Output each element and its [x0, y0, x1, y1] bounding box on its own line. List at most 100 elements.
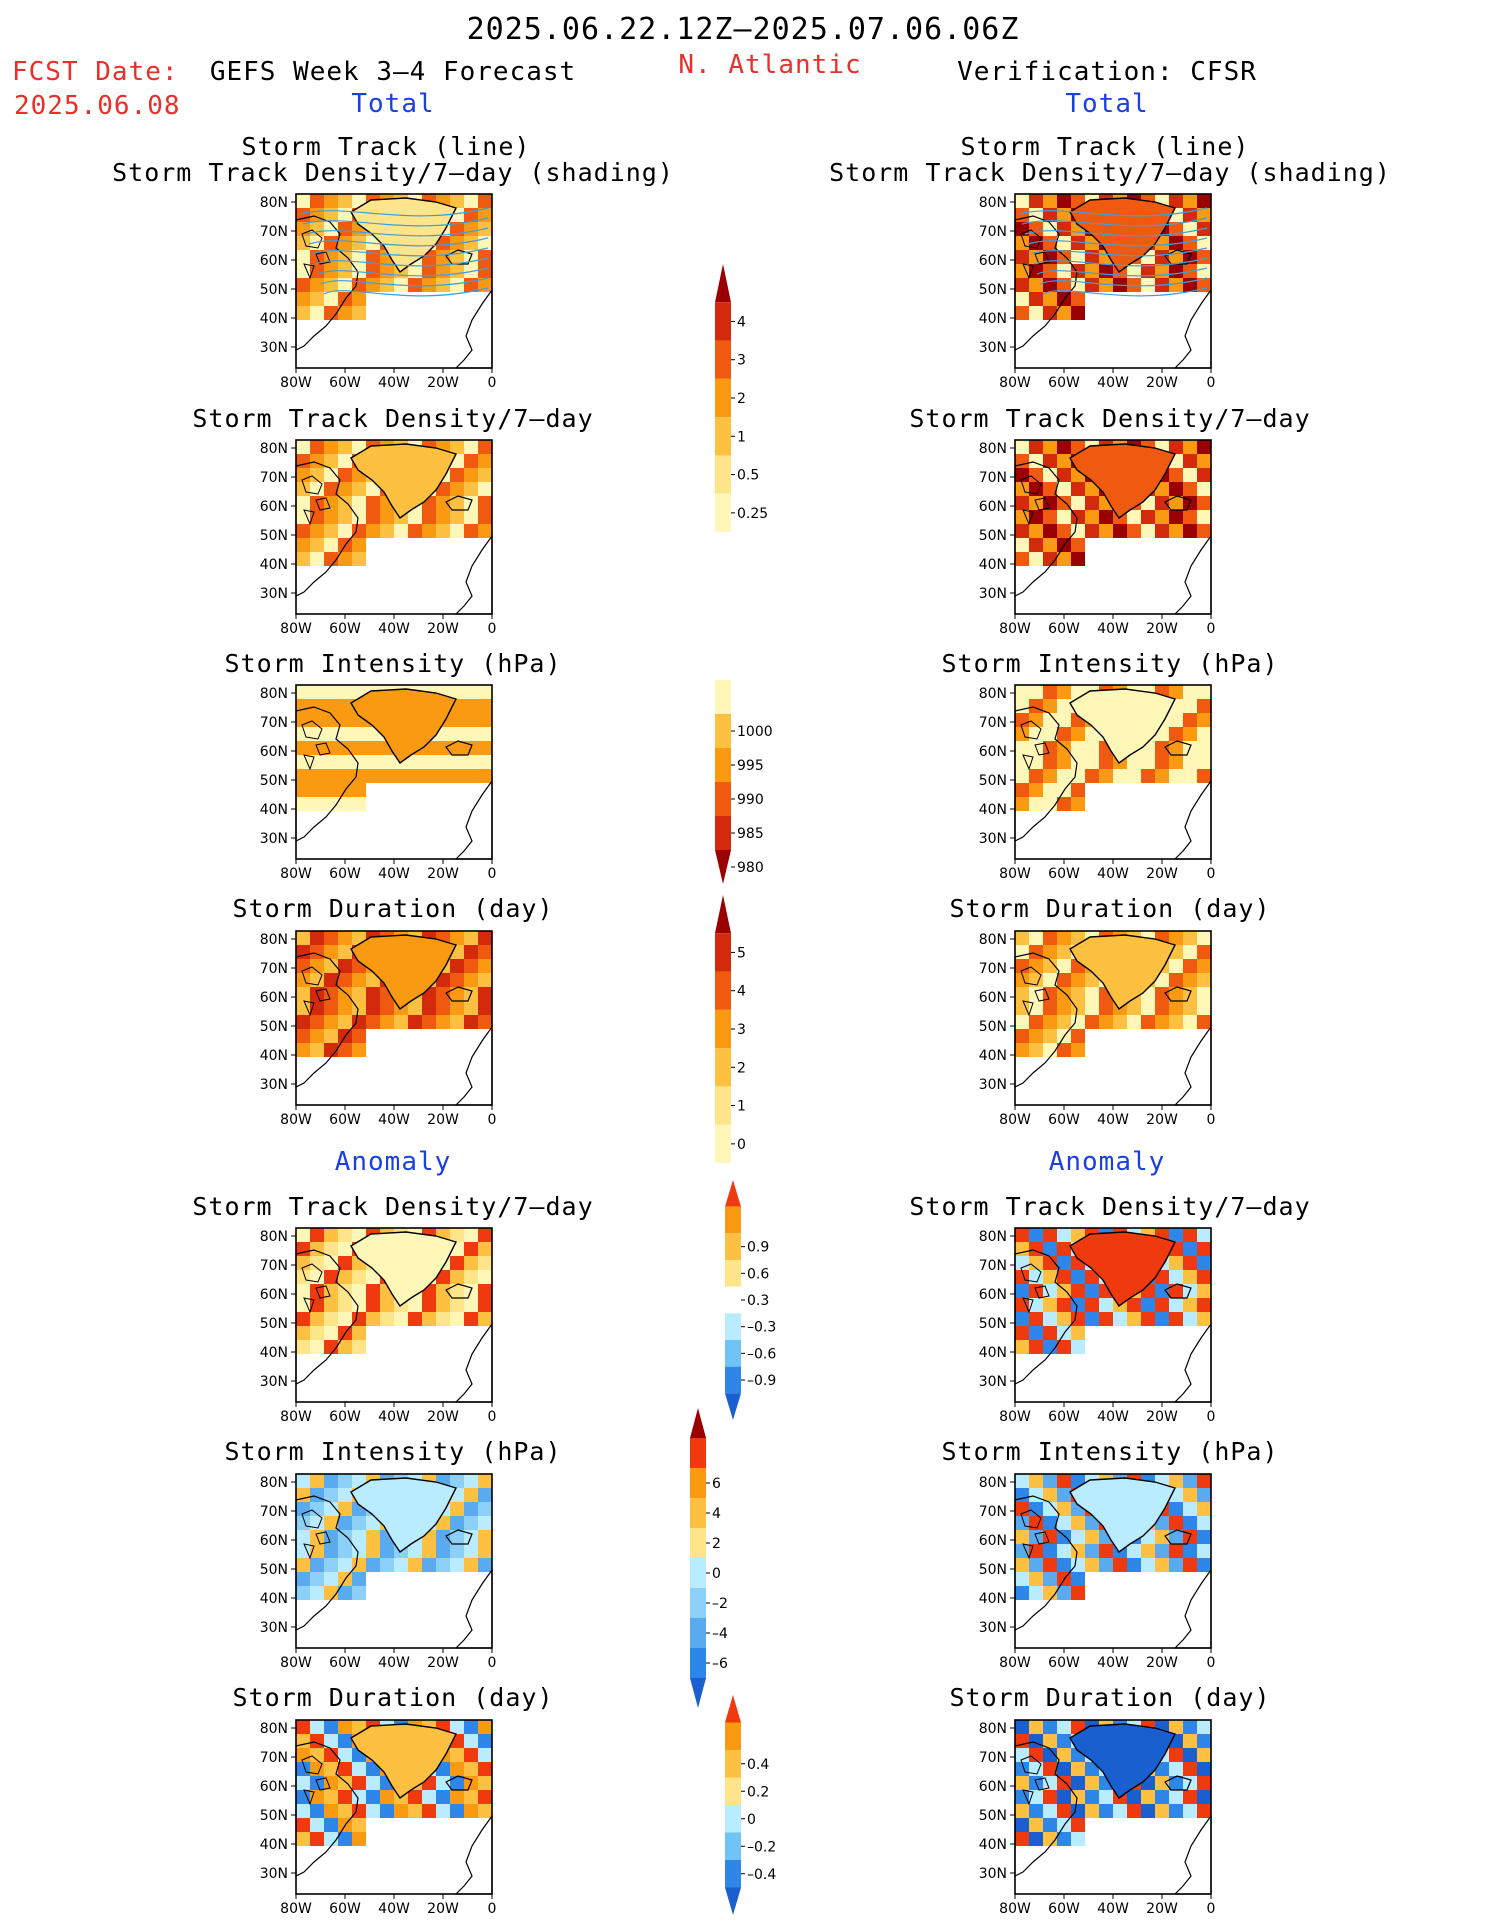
- lon-tick-label: 80W: [280, 621, 312, 637]
- lon-tick-label: 20W: [1146, 866, 1178, 882]
- lon-tick-label: 40W: [1097, 1409, 1129, 1425]
- lon-tick-label: 20W: [427, 1112, 459, 1128]
- lon-tick-label: 0: [488, 1112, 497, 1128]
- lon-tick-label: 40W: [378, 1901, 410, 1917]
- lon-tick-label: 40W: [378, 375, 410, 391]
- colorbar-label: –0.6: [747, 1346, 776, 1362]
- lon-tick-label: 80W: [999, 1655, 1031, 1671]
- lat-tick-label: 50N: [260, 1808, 288, 1824]
- colorbar-label: 0.6: [747, 1266, 769, 1282]
- lat-tick-label: 40N: [260, 1345, 288, 1361]
- fcst-date-label: FCST Date:: [12, 57, 179, 87]
- lon-tick-label: 80W: [280, 1409, 312, 1425]
- lon-tick-label: 20W: [1146, 1112, 1178, 1128]
- vr-duration-anom-title: Storm Duration (day): [949, 1683, 1271, 1712]
- lat-tick-label: 60N: [979, 1533, 1007, 1549]
- lon-tick-label: 20W: [1146, 1409, 1178, 1425]
- colorbar-label: 0: [737, 1137, 746, 1153]
- forecast-anomaly-label: Anomaly: [334, 1147, 452, 1177]
- lat-tick-label: 50N: [260, 528, 288, 544]
- colorbar-label: 0.4: [747, 1757, 769, 1773]
- colorbar-label: 2: [737, 1060, 746, 1076]
- lat-tick-label: 40N: [979, 802, 1007, 818]
- colorbar-label: 0.9: [747, 1240, 769, 1256]
- colorbar-label: 1: [737, 1099, 746, 1115]
- colorbar-label: –4: [712, 1626, 728, 1642]
- colorbar-duration: 5 4 3 2 1 0: [715, 895, 746, 1163]
- lat-tick-label: 60N: [260, 253, 288, 269]
- lon-tick-label: 0: [1207, 375, 1216, 391]
- colorbar-label: –0.9: [747, 1373, 776, 1389]
- lat-tick-label: 30N: [260, 1374, 288, 1390]
- lat-tick-label: 70N: [260, 224, 288, 240]
- fc-duration-anom-title: Storm Duration (day): [232, 1683, 554, 1712]
- lon-tick-label: 20W: [1146, 1655, 1178, 1671]
- colorbar-label: 985: [737, 826, 764, 842]
- map-fc-duration: 80W 60W 40W 20W 0 80N 70N 60N 50N 40N 30N: [260, 930, 497, 1128]
- lat-tick-label: 30N: [979, 340, 1007, 356]
- colorbar-label: 990: [737, 792, 764, 808]
- lat-tick-label: 50N: [979, 528, 1007, 544]
- lon-tick-label: 80W: [280, 866, 312, 882]
- colorbar-density_anom: 0.9 0.6 0.3 –0.3 –0.6 –0.9: [725, 1180, 776, 1420]
- vr-track-title-line: Storm Track (line): [960, 132, 1250, 161]
- lon-tick-label: 40W: [1097, 621, 1129, 637]
- lon-tick-label: 40W: [378, 1112, 410, 1128]
- lat-tick-label: 70N: [260, 1750, 288, 1766]
- lon-tick-label: 20W: [427, 866, 459, 882]
- lat-tick-label: 80N: [979, 1475, 1007, 1491]
- lon-tick-label: 20W: [427, 1409, 459, 1425]
- verification-title: Verification: CFSR: [957, 57, 1257, 87]
- verification-anomaly-label: Anomaly: [1048, 1147, 1166, 1177]
- colorbar-intensity: 1000 995 990 985 980: [715, 680, 773, 884]
- map-vr-track: 80W 60W 40W 20W 0 80N 70N 60N 50N 40N 30N: [979, 193, 1216, 391]
- map-fc-intensity-anom: 80W 60W 40W 20W 0 80N 70N 60N 50N 40N 30N: [260, 1473, 496, 1671]
- lon-tick-label: 60W: [329, 1901, 361, 1917]
- lon-tick-label: 0: [488, 621, 497, 637]
- colorbar-label: 1: [737, 429, 746, 445]
- vr-duration-title: Storm Duration (day): [949, 894, 1271, 923]
- lon-tick-label: 80W: [280, 375, 312, 391]
- fc-duration-title: Storm Duration (day): [232, 894, 554, 923]
- lat-tick-label: 80N: [979, 1721, 1007, 1737]
- map-fc-duration-anom: 80W 60W 40W 20W 0 80N 70N 60N 50N 40N 30N: [260, 1719, 496, 1917]
- lon-tick-label: 40W: [378, 1655, 410, 1671]
- colorbar-label: 2: [712, 1536, 721, 1552]
- lat-tick-label: 80N: [260, 686, 288, 702]
- lat-tick-label: 50N: [260, 1019, 288, 1035]
- colorbar-label: 0: [747, 1812, 756, 1828]
- lon-tick-label: 60W: [329, 375, 361, 391]
- lat-tick-label: 30N: [260, 586, 288, 602]
- fc-track-title-shading: Storm Track Density/7–day (shading): [112, 158, 674, 187]
- lon-tick-label: 20W: [1146, 1901, 1178, 1917]
- lon-tick-label: 80W: [280, 1112, 312, 1128]
- lat-tick-label: 60N: [260, 1779, 288, 1795]
- lon-tick-label: 60W: [329, 1409, 361, 1425]
- lat-tick-label: 30N: [260, 831, 288, 847]
- lat-tick-label: 80N: [979, 1229, 1007, 1245]
- lon-tick-label: 0: [488, 866, 497, 882]
- lat-tick-label: 60N: [979, 499, 1007, 515]
- lon-tick-label: 40W: [1097, 375, 1129, 391]
- lat-tick-label: 80N: [260, 1229, 288, 1245]
- lon-tick-label: 40W: [378, 1409, 410, 1425]
- colorbar-label: 2: [737, 391, 746, 407]
- lat-tick-label: 80N: [260, 441, 288, 457]
- lat-tick-label: 50N: [979, 1562, 1007, 1578]
- lon-tick-label: 80W: [999, 621, 1031, 637]
- lon-tick-label: 80W: [999, 1409, 1031, 1425]
- lat-tick-label: 30N: [260, 340, 288, 356]
- lat-tick-label: 40N: [979, 1048, 1007, 1064]
- colorbar-label: –2: [712, 1596, 728, 1612]
- colorbar-label: 0.5: [737, 468, 759, 484]
- lat-tick-label: 70N: [979, 1504, 1007, 1520]
- colorbar-label: 995: [737, 758, 764, 774]
- map-vr-duration-anom: 80W 60W 40W 20W 0 80N 70N 60N 50N 40N 30N: [979, 1719, 1215, 1917]
- lon-tick-label: 60W: [329, 1655, 361, 1671]
- lon-tick-label: 60W: [1048, 621, 1080, 637]
- lon-tick-label: 40W: [1097, 866, 1129, 882]
- lon-tick-label: 0: [1207, 1655, 1216, 1671]
- lat-tick-label: 80N: [979, 441, 1007, 457]
- lat-tick-label: 70N: [260, 1258, 288, 1274]
- lat-tick-label: 40N: [260, 802, 288, 818]
